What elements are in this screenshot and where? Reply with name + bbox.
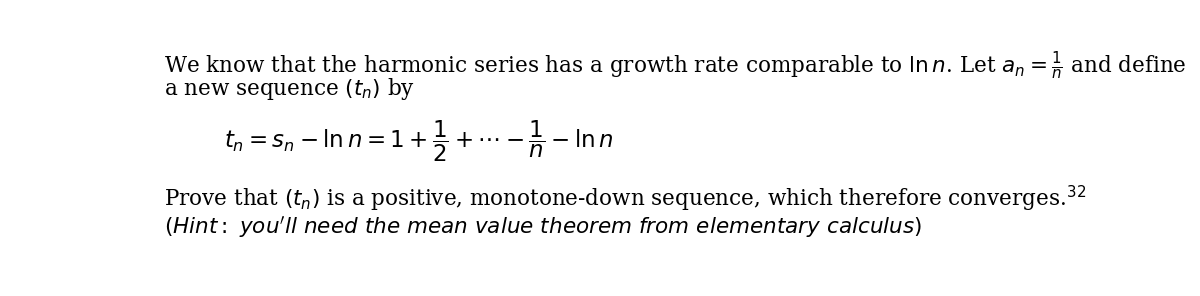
Text: We know that the harmonic series has a growth rate comparable to $\ln n$. Let $a: We know that the harmonic series has a g… xyxy=(164,49,1187,81)
Text: a new sequence $(t_n)$ by: a new sequence $(t_n)$ by xyxy=(164,75,415,102)
Text: Prove that $(t_n)$ is a positive, monotone-down sequence, which therefore conver: Prove that $(t_n)$ is a positive, monoto… xyxy=(164,183,1086,213)
Text: $t_n = s_n - \ln n = 1 + \dfrac{1}{2} + \cdots - \dfrac{1}{n} - \ln n$: $t_n = s_n - \ln n = 1 + \dfrac{1}{2} + … xyxy=(223,119,613,164)
Text: $\mathit{(Hint{:}\ you'll\ need\ the\ mean\ value\ theorem\ from\ elementary\ ca: $\mathit{(Hint{:}\ you'll\ need\ the\ me… xyxy=(164,214,922,240)
